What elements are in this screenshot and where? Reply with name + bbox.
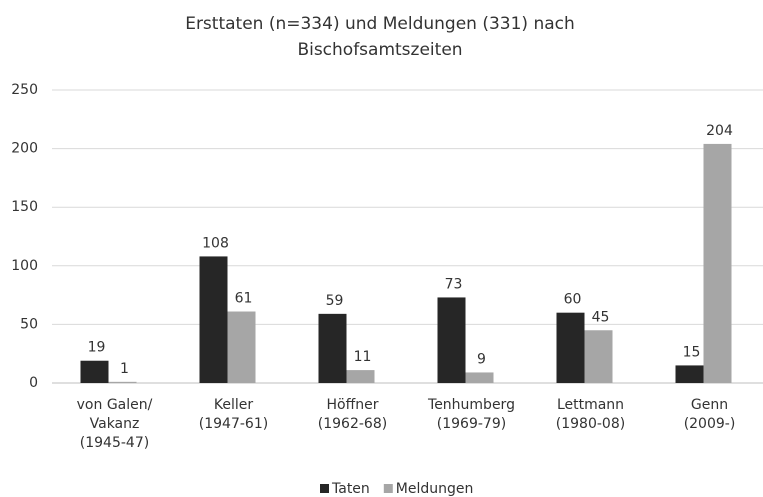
x-tick-label-line: Keller [214, 397, 253, 413]
chart-title: Bischofsamtszeiten [297, 40, 462, 60]
bar [437, 297, 466, 383]
bar [199, 256, 228, 383]
y-tick-label: 200 [11, 141, 38, 157]
bar [703, 143, 732, 383]
bar [675, 365, 704, 383]
x-tick-label: Höffner (1962-68) [318, 397, 387, 432]
y-tick-label: 50 [20, 316, 38, 332]
x-tick-label-line: Tenhumberg [427, 397, 515, 413]
x-tick-label: Genn (2009-) [684, 397, 736, 432]
x-tick-label: Tenhumberg (1969-79) [427, 397, 515, 432]
value-label: 73 [445, 276, 463, 292]
value-label: 59 [326, 293, 344, 309]
value-label: 60 [564, 292, 582, 308]
value-label: 1 [120, 361, 129, 377]
legend-label: Meldungen [396, 481, 474, 497]
x-tick-label-line: (1962-68) [318, 416, 387, 432]
x-tick-label-line: Höffner [327, 397, 379, 413]
bar [108, 381, 137, 383]
value-label: 19 [88, 340, 106, 356]
bar [318, 313, 347, 383]
x-tick-label-line: (1980-08) [556, 416, 625, 432]
x-tick-label-line: von Galen/ [77, 397, 153, 413]
value-label: 204 [706, 123, 733, 139]
value-label: 61 [235, 291, 253, 307]
bar [465, 372, 494, 383]
y-tick-label: 150 [11, 199, 38, 215]
x-tick-label-line: (1969-79) [437, 416, 506, 432]
bar [346, 370, 375, 383]
value-label: 15 [683, 344, 701, 360]
bar [584, 330, 613, 383]
chart-title: Ersttaten (n=334) und Meldungen (331) na… [185, 14, 575, 34]
bar [227, 311, 256, 383]
x-tick-label-line: Lettmann [557, 397, 624, 413]
x-tick-label: Keller (1947-61) [199, 397, 268, 432]
x-tick-label-line: Vakanz [90, 416, 140, 432]
value-label: 45 [592, 309, 610, 325]
x-tick-label-line: (1947-61) [199, 416, 268, 432]
bar [80, 360, 109, 383]
y-tick-label: 100 [11, 258, 38, 274]
bar [556, 312, 585, 383]
value-label: 108 [202, 235, 229, 251]
y-tick-label: 0 [29, 375, 38, 391]
x-tick-label: von Galen/Vakanz (1945-47) [77, 397, 153, 451]
y-tick-label: 250 [11, 82, 38, 98]
legend-swatch [320, 484, 329, 493]
x-tick-label-line: Genn [691, 397, 728, 413]
legend-label: Taten [331, 481, 370, 497]
x-tick-label: Lettmann (1980-08) [556, 397, 625, 432]
value-label: 11 [354, 349, 372, 365]
x-tick-label-line: (2009-) [684, 416, 736, 432]
legend-swatch [383, 484, 393, 493]
value-label: 9 [477, 351, 486, 367]
x-tick-label-line: (1945-47) [80, 435, 149, 451]
